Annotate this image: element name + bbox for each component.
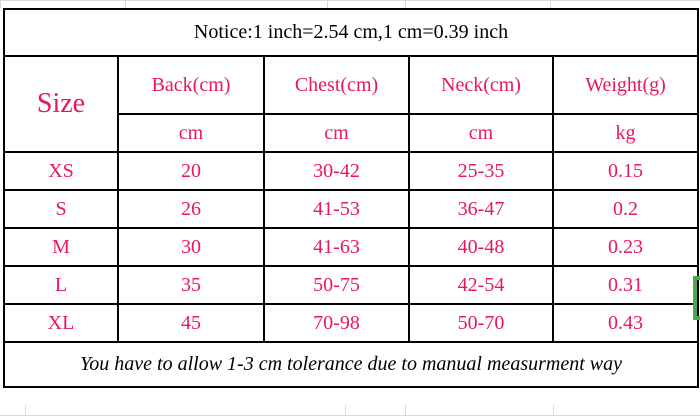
bottom-gridline-stub: [25, 405, 26, 416]
top-gridline-stub: [550, 0, 551, 8]
chest-cell: 50-75: [263, 265, 410, 305]
unit-row: cm cm cm kg: [4, 113, 699, 153]
unit-neck: cm: [408, 113, 554, 153]
table-row-s: S 26 41-53 36-47 0.2: [3, 189, 699, 229]
back-cell: 35: [117, 265, 265, 305]
top-gridline-stub: [405, 0, 406, 8]
neck-cell: 50-70: [408, 303, 554, 343]
size-corner-header: Size: [3, 55, 119, 153]
weight-cell: 0.23: [552, 227, 699, 267]
chest-cell: 70-98: [263, 303, 410, 343]
weight-cell: 0.15: [552, 151, 699, 191]
header-row: Size Back(cm) Chest(cm) Neck(cm) Weight(…: [3, 55, 699, 153]
column-header-neck: Neck(cm): [408, 55, 554, 115]
unit-weight: kg: [552, 113, 699, 153]
chest-cell: 41-63: [263, 227, 410, 267]
weight-cell: 0.31: [552, 265, 699, 305]
back-cell: 20: [117, 151, 265, 191]
table-row-m: M 30 41-63 40-48 0.23: [3, 227, 699, 267]
cell-selection-indicator: [693, 276, 700, 320]
neck-cell: 40-48: [408, 227, 554, 267]
top-gridline-stub: [0, 0, 1, 8]
size-cell: XL: [3, 303, 119, 343]
top-gridline-stub: [125, 0, 126, 8]
back-cell: 30: [117, 227, 265, 267]
chest-cell: 30-42: [263, 151, 410, 191]
weight-cell: 0.2: [552, 189, 699, 229]
notice-row: Notice:1 inch=2.54 cm,1 cm=0.39 inch: [3, 8, 699, 57]
notice-text: Notice:1 inch=2.54 cm,1 cm=0.39 inch: [3, 8, 699, 57]
back-cell: 26: [117, 189, 265, 229]
size-cell: L: [3, 265, 119, 305]
size-chart-table: Notice:1 inch=2.54 cm,1 cm=0.39 inch Siz…: [3, 8, 699, 388]
bottom-gridline-stub: [553, 405, 554, 416]
table-row-xl: XL 45 70-98 50-70 0.43: [3, 303, 699, 343]
top-gridline: [0, 0, 700, 1]
neck-cell: 42-54: [408, 265, 554, 305]
size-cell: S: [3, 189, 119, 229]
tolerance-note: You have to allow 1-3 cm tolerance due t…: [3, 341, 699, 388]
unit-chest: cm: [263, 113, 410, 153]
size-cell: XS: [3, 151, 119, 191]
neck-cell: 25-35: [408, 151, 554, 191]
chest-cell: 41-53: [263, 189, 410, 229]
column-header-back: Back(cm): [117, 55, 265, 115]
footnote-row: You have to allow 1-3 cm tolerance due t…: [3, 341, 699, 388]
neck-cell: 36-47: [408, 189, 554, 229]
top-gridline-stub: [327, 0, 328, 8]
table-row-xs: XS 20 30-42 25-35 0.15: [3, 151, 699, 191]
bottom-gridline-stub: [345, 405, 346, 416]
bottom-gridline-stub: [405, 405, 406, 416]
table-row-l: L 35 50-75 42-54 0.31: [3, 265, 699, 305]
back-cell: 45: [117, 303, 265, 343]
weight-cell: 0.43: [552, 303, 699, 343]
column-header-chest: Chest(cm): [263, 55, 410, 115]
unit-back: cm: [117, 113, 265, 153]
size-cell: M: [3, 227, 119, 267]
column-header-weight: Weight(g): [552, 55, 699, 115]
